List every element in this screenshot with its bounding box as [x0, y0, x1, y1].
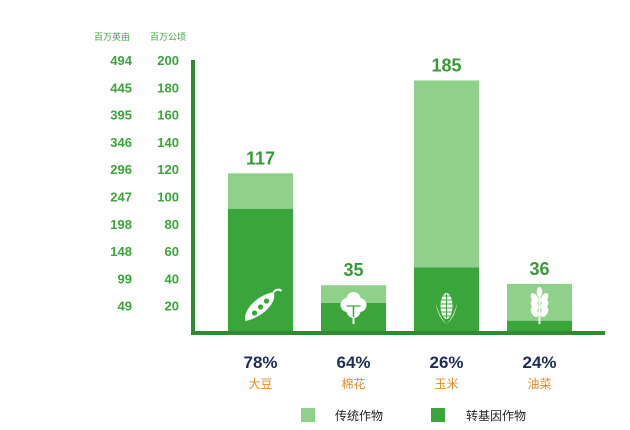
hectare-tick-label: 180 — [157, 80, 179, 95]
acre-tick-label: 99 — [118, 271, 132, 286]
acre-axis: 49 99 148 198 247 296 346 395 445 494 — [110, 53, 132, 314]
hectare-tick-label: 100 — [157, 190, 179, 205]
hectare-tick-label: 120 — [157, 162, 179, 177]
unit-labels: 百万英亩 百万公顷 — [94, 31, 186, 43]
gm-percent-label: 64% — [336, 353, 370, 372]
category-label: 大豆 — [248, 377, 272, 391]
hectare-tick-label: 60 — [165, 244, 179, 259]
total-value-label: 36 — [529, 259, 549, 279]
hectare-unit-label: 百万公顷 — [150, 32, 186, 43]
legend-swatch-gm — [431, 408, 445, 422]
acre-tick-label: 346 — [110, 135, 132, 150]
acre-tick-label: 198 — [110, 217, 132, 232]
acre-tick-label: 296 — [110, 162, 132, 177]
bar-gm — [507, 320, 572, 333]
category-labels: 大豆 棉花 玉米 油菜 — [248, 376, 551, 391]
category-label: 玉米 — [434, 377, 458, 391]
legend-swatch-conventional — [301, 408, 315, 422]
acre-tick-label: 395 — [110, 108, 132, 123]
legend-label-conventional: 传统作物 — [335, 408, 383, 423]
hectare-tick-label: 160 — [157, 108, 179, 123]
corn-cob-icon — [435, 293, 458, 324]
hectare-tick-label: 40 — [165, 271, 179, 286]
hectare-tick-label: 80 — [165, 217, 179, 232]
acre-tick-label: 494 — [110, 53, 132, 68]
total-value-label: 117 — [246, 148, 275, 168]
cotton-boll-icon — [340, 292, 367, 324]
acre-tick-label: 247 — [110, 190, 132, 205]
total-labels: 117 35 185 36 — [246, 55, 550, 280]
gm-percent-label: 26% — [429, 353, 463, 372]
hectare-tick-label: 20 — [165, 299, 179, 314]
acre-tick-label: 148 — [110, 244, 132, 259]
axes-lines — [191, 60, 605, 335]
bar-conventional — [414, 80, 479, 268]
bars-group — [228, 80, 572, 333]
wheat-ear-icon — [530, 287, 549, 324]
acre-tick-label: 445 — [110, 80, 132, 95]
legend-label-gm: 转基因作物 — [466, 408, 526, 423]
legend: 传统作物 转基因作物 — [301, 408, 526, 423]
category-label: 棉花 — [341, 376, 365, 391]
total-value-label: 35 — [343, 260, 363, 280]
hectare-tick-label: 200 — [157, 53, 179, 68]
gm-percent-label: 78% — [243, 353, 277, 372]
gm-percent-label: 24% — [522, 353, 556, 372]
category-label: 油菜 — [527, 377, 551, 391]
hectare-axis: 20 40 60 80 100 120 140 160 180 200 — [157, 53, 179, 314]
gm-percent-labels: 78% 64% 26% 24% — [243, 353, 556, 372]
hectare-tick-label: 140 — [157, 135, 179, 150]
acre-unit-label: 百万英亩 — [94, 31, 130, 43]
total-value-label: 185 — [431, 55, 461, 75]
acre-tick-label: 49 — [118, 299, 132, 314]
bar-conventional — [228, 173, 293, 209]
soybean-pod-icon — [245, 288, 283, 321]
